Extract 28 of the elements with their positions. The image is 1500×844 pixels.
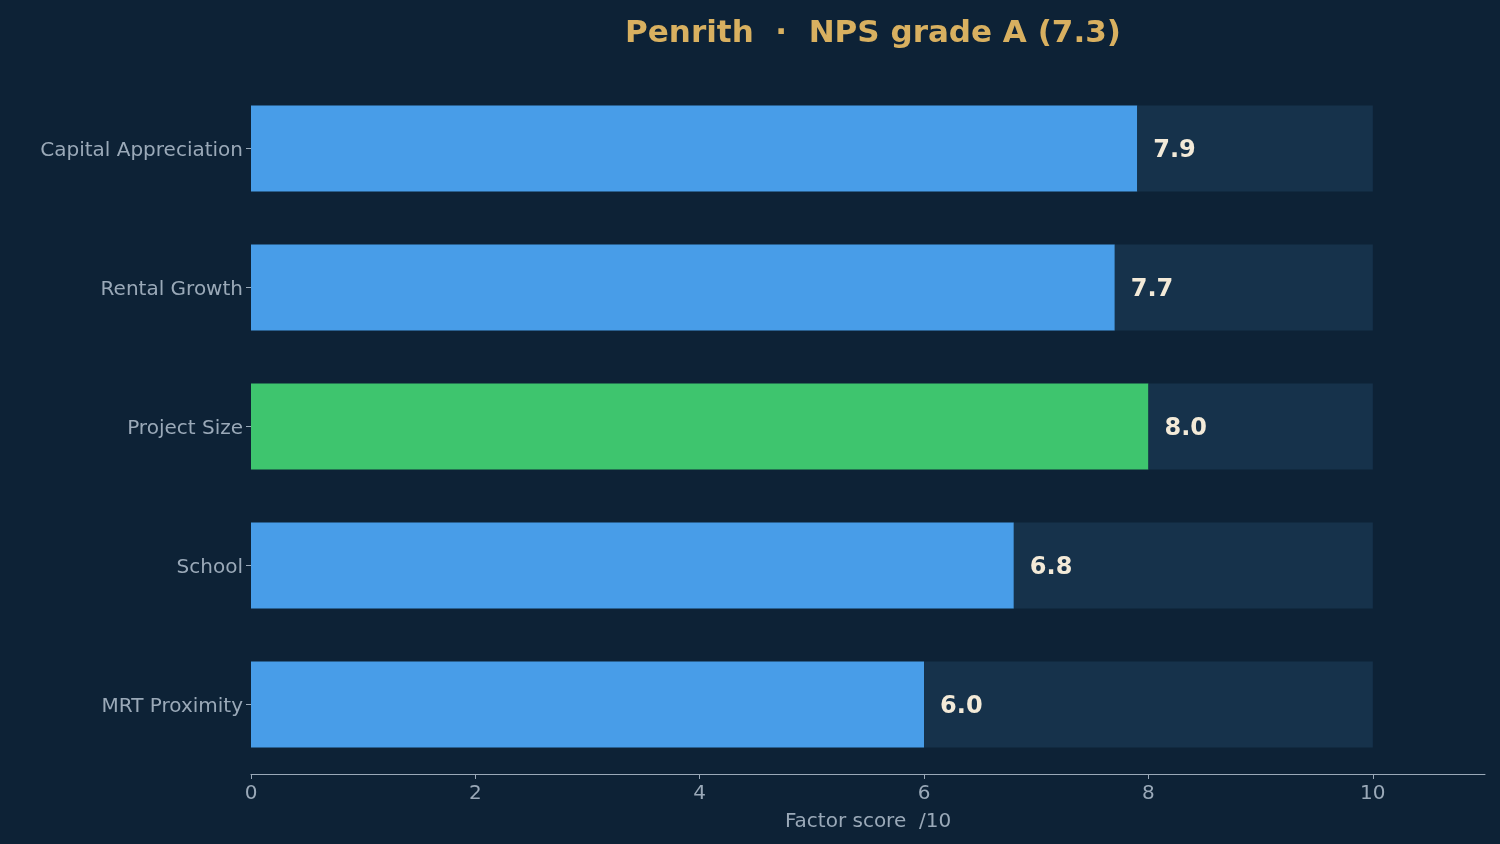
- bar: [1148, 383, 1373, 470]
- y-tick-label: Project Size: [127, 414, 243, 439]
- bar: [251, 661, 925, 748]
- x-tick-label: 8: [1142, 780, 1155, 804]
- x-tick-label: 0: [244, 780, 258, 804]
- data-label: 6.0: [940, 690, 983, 719]
- bar: [924, 661, 1373, 748]
- y-tick-label: Capital Appreciation: [40, 136, 243, 161]
- data-label: 8.0: [1164, 412, 1207, 441]
- bar: [251, 522, 1014, 609]
- chart-title: Penrith · NPS grade A (7.3): [625, 12, 1121, 49]
- bar: [251, 105, 1138, 192]
- x-tick-label: 6: [917, 780, 931, 804]
- x-tick-label: 2: [469, 780, 482, 804]
- bar: [1114, 244, 1373, 331]
- x-tick-label: 10: [1360, 780, 1386, 804]
- x-axis-title: Factor score /10: [784, 808, 952, 832]
- data-label: 6.8: [1029, 551, 1073, 580]
- data-label: 7.9: [1153, 134, 1196, 163]
- y-tick-label: Rental Growth: [100, 275, 243, 300]
- bar: [251, 383, 1149, 470]
- x-tick-label: 4: [693, 780, 707, 804]
- data-label: 7.7: [1130, 273, 1174, 302]
- y-tick-label: MRT Proximity: [101, 692, 244, 717]
- y-tick-label: School: [176, 553, 243, 578]
- bar: [1137, 105, 1373, 192]
- bar: [251, 244, 1115, 331]
- bar: [1013, 522, 1373, 609]
